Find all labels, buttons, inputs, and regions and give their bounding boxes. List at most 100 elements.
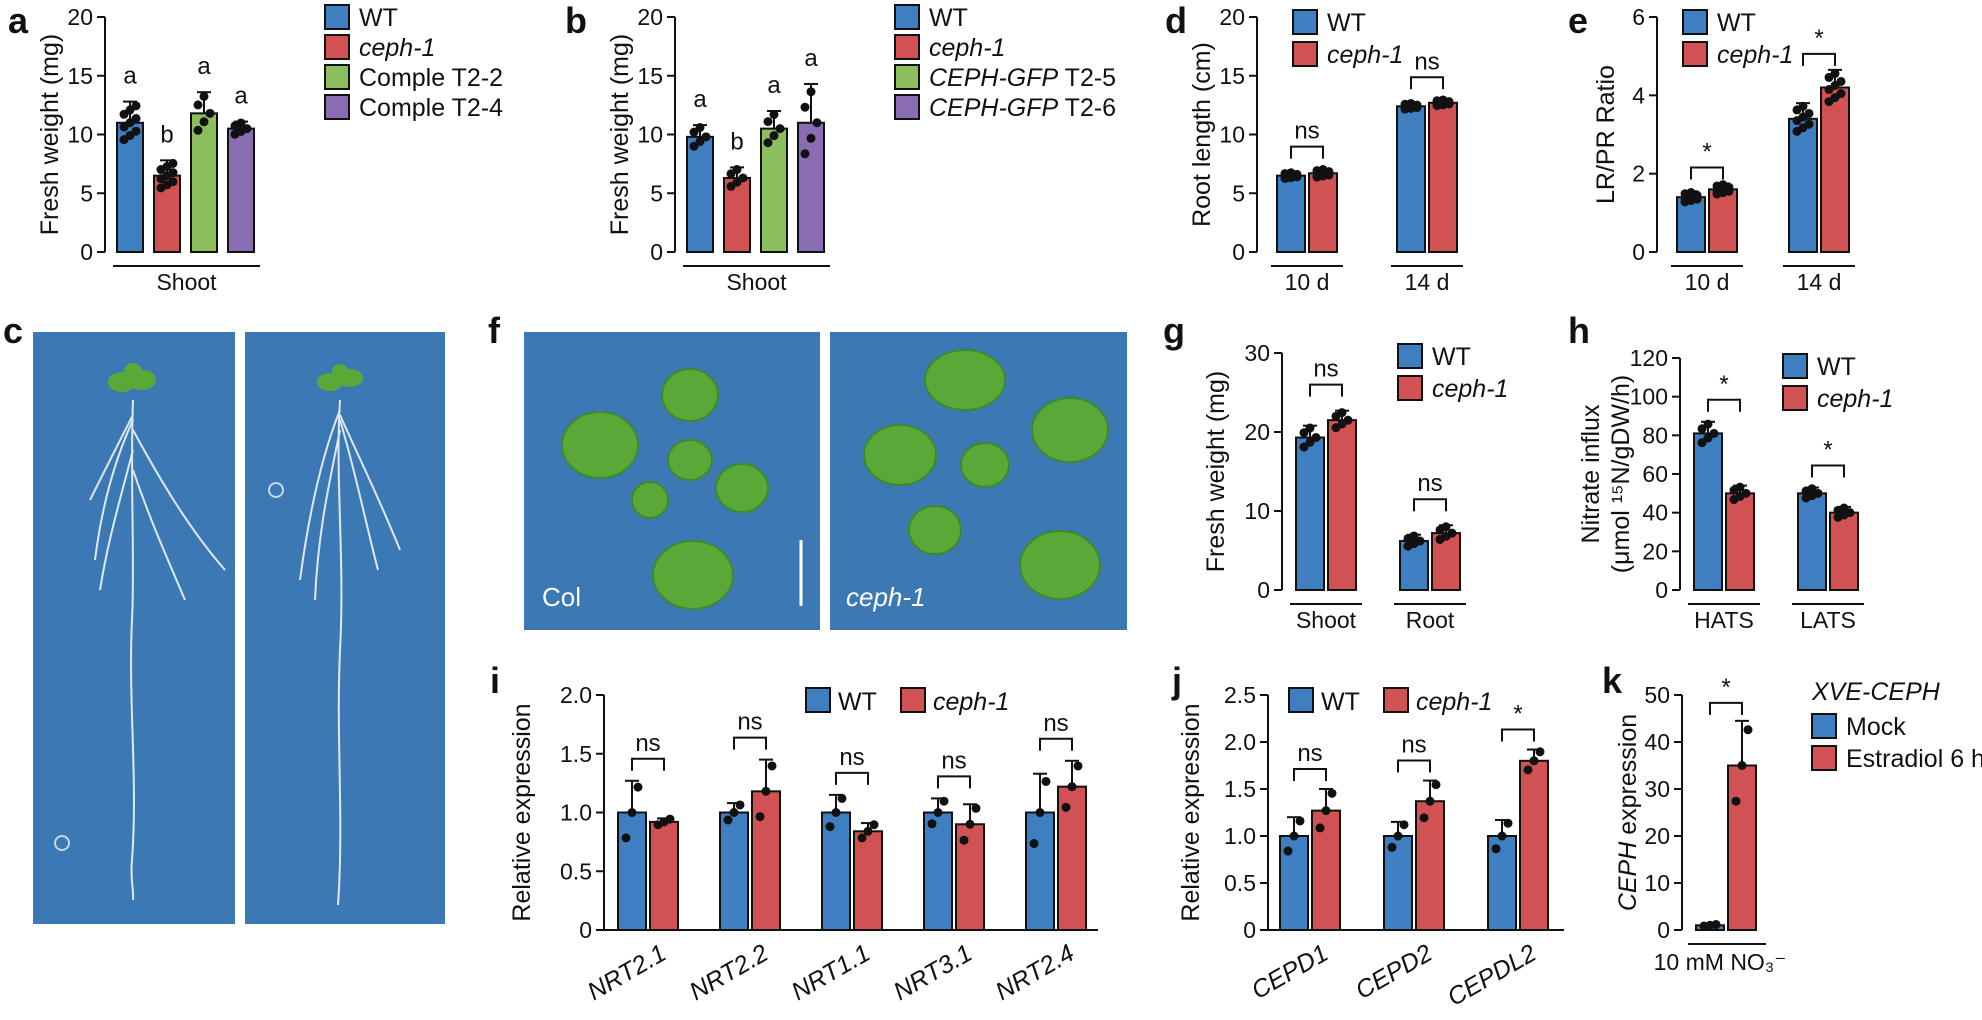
data-point (1836, 89, 1846, 99)
y-tick-label: 0 (1243, 917, 1256, 943)
y-tick-label: 20 (1219, 4, 1245, 30)
bubble-marker (54, 835, 70, 851)
data-point (1035, 808, 1045, 817)
data-point (723, 815, 733, 825)
data-point (1441, 522, 1451, 532)
bubble-marker (268, 482, 284, 498)
data-point (1836, 76, 1846, 86)
significance-label: * (1814, 25, 1823, 52)
data-point (1497, 831, 1507, 841)
legend-label: ceph-1 (359, 34, 435, 62)
panel-label-c: c (3, 310, 23, 351)
legend-label: Mock (1846, 713, 1906, 741)
category-label: NRT2.1 (583, 939, 671, 1006)
data-point (729, 808, 739, 817)
legend-label: CEPH-GFP T2-6 (929, 94, 1116, 122)
data-point (971, 803, 981, 813)
data-point (869, 820, 879, 830)
bar (227, 127, 255, 253)
data-point (1305, 423, 1315, 433)
data-point (763, 117, 773, 127)
legend-label: ceph-1 (929, 34, 1005, 62)
significance-label: * (1719, 371, 1728, 398)
data-point (1425, 796, 1435, 806)
significance-label: * (1702, 138, 1711, 165)
bar (1829, 511, 1859, 592)
y-tick-label: 60 (1642, 461, 1668, 487)
panel-label-f: f (488, 310, 501, 351)
legend-label: WT (929, 4, 968, 32)
significance-label: * (1721, 674, 1730, 701)
data-point (1318, 165, 1328, 175)
data-point (621, 833, 631, 843)
panel-label-g: g (1163, 310, 1185, 351)
significance-bracket (1293, 768, 1327, 781)
data-point (1283, 846, 1293, 856)
legend-swatch (1292, 41, 1318, 67)
bar (1708, 188, 1738, 253)
y-tick-label: 40 (1644, 729, 1670, 755)
y-tick-label: 30 (1644, 776, 1670, 802)
data-point (236, 118, 246, 128)
category-label: Root (1406, 607, 1455, 633)
data-point (1343, 415, 1353, 425)
y-tick-label: 30 (1244, 340, 1270, 366)
y-tick-label: 0 (650, 239, 663, 265)
bar (719, 811, 749, 931)
y-tick-label: 20 (67, 4, 93, 30)
data-point (806, 87, 816, 97)
data-point (735, 800, 745, 810)
y-tick-label: 50 (1644, 682, 1670, 708)
group-letter: a (123, 63, 137, 90)
y-tick-label: 2.5 (1224, 682, 1256, 708)
significance-bracket (1501, 728, 1535, 742)
data-point (1431, 780, 1441, 790)
y-axis-title: Relative expression (1177, 703, 1205, 921)
legend-swatch (805, 687, 831, 713)
legend-swatch (1782, 385, 1808, 411)
y-tick-label: 0 (80, 239, 93, 265)
y-axis-title: Fresh weight (mg) (36, 34, 64, 235)
category-label: 14 d (1797, 269, 1842, 295)
category-label: NRT3.1 (889, 939, 977, 1006)
group-label: Shoot (726, 269, 787, 295)
data-point (665, 814, 675, 824)
rosette-left (561, 368, 769, 610)
data-point (837, 793, 847, 803)
data-point (755, 812, 765, 822)
group-label: 10 mM NO₃⁻ (1654, 949, 1787, 975)
panel-label-b: b (565, 0, 587, 41)
data-point (761, 786, 771, 796)
legend-swatch (894, 64, 920, 90)
bar (686, 135, 714, 254)
data-point (131, 114, 141, 124)
bar (1797, 492, 1827, 592)
legend-label: WT (1321, 688, 1360, 716)
data-point (1804, 119, 1814, 129)
y-tick-label: 10 (1644, 870, 1670, 896)
bar (923, 811, 953, 931)
legend-label: Estradiol 6 h (1846, 745, 1982, 773)
y-tick-label: 0 (1657, 917, 1670, 943)
y-tick-label: 40 (1642, 500, 1668, 526)
legend-label: ceph-1 (1717, 41, 1793, 69)
panel-c-photos (33, 332, 445, 924)
data-point (199, 91, 209, 101)
y-tick-label: 80 (1642, 422, 1668, 448)
significance-bracket (733, 736, 767, 750)
data-point (193, 125, 203, 135)
bar (617, 811, 647, 931)
y-tick-label: 20 (637, 4, 663, 30)
y-tick-label: 2.0 (560, 682, 592, 708)
panel-label-h: h (1568, 310, 1590, 351)
panel-label-j: j (1171, 660, 1182, 701)
significance-bracket (1410, 76, 1444, 90)
significance-bracket (631, 757, 665, 771)
legend-swatch (1288, 687, 1314, 713)
significance-label: ns (1414, 48, 1439, 75)
legend-swatch (1292, 9, 1318, 35)
legend-label: ceph-1 (1416, 688, 1492, 716)
legend-label: CEPH-GFP T2-5 (929, 64, 1116, 92)
